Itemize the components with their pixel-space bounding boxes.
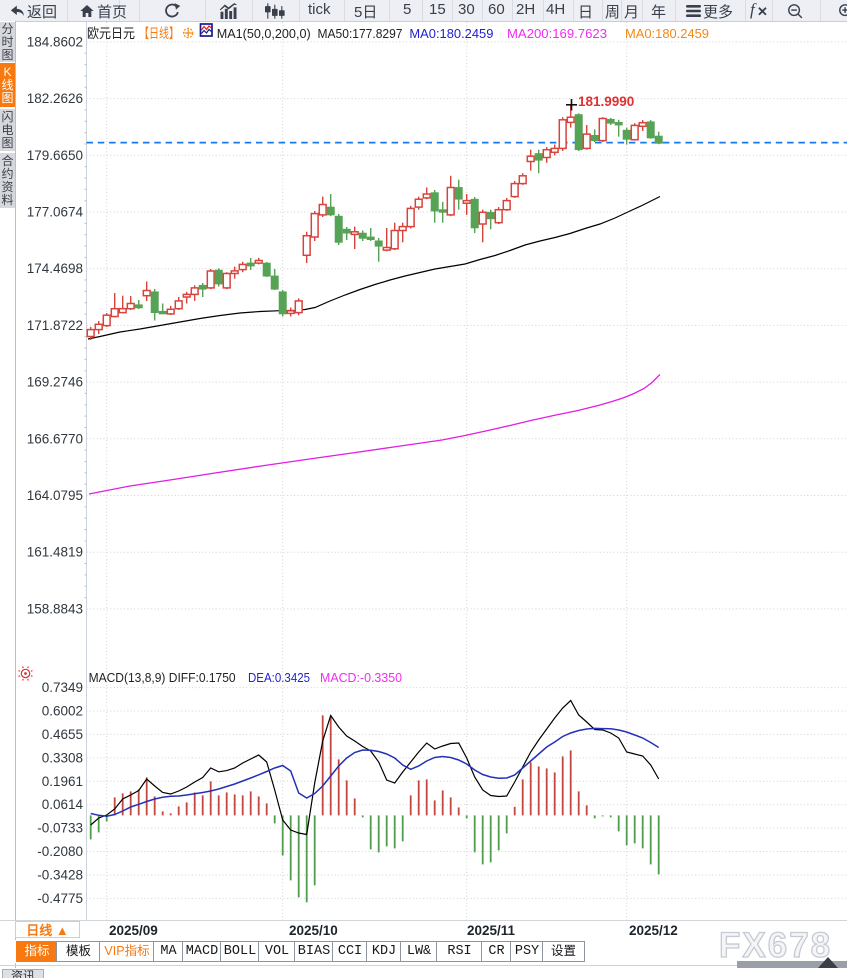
svg-text:【日线】: 【日线】: [139, 26, 179, 41]
svg-text:0.3308: 0.3308: [42, 750, 83, 765]
svg-text:182.2626: 182.2626: [27, 91, 83, 106]
svg-text:158.8843: 158.8843: [27, 601, 83, 616]
svg-text:0.7349: 0.7349: [42, 680, 83, 695]
svg-text:MA0:180.2459: MA0:180.2459: [625, 26, 709, 41]
svg-text:161.4819: 161.4819: [27, 545, 83, 560]
svg-text:166.6770: 166.6770: [27, 431, 83, 446]
svg-text:MA1(50,0,200,0): MA1(50,0,200,0): [217, 26, 311, 41]
svg-text:2025/12: 2025/12: [629, 923, 678, 938]
svg-text:欧元日元: 欧元日元: [87, 26, 135, 41]
svg-text:0.0614: 0.0614: [42, 797, 84, 812]
svg-text:MA200:169.7623: MA200:169.7623: [507, 26, 607, 41]
svg-text:0.1961: 0.1961: [42, 774, 83, 789]
svg-text:0.4655: 0.4655: [42, 727, 83, 742]
svg-text:MACD:-0.3350: MACD:-0.3350: [320, 670, 402, 685]
svg-text:184.8602: 184.8602: [27, 34, 83, 49]
svg-text:181.9990: 181.9990: [578, 94, 634, 109]
svg-text:-0.2080: -0.2080: [37, 844, 83, 859]
svg-text:-0.4775: -0.4775: [37, 891, 83, 906]
svg-text:MA0:180.2459: MA0:180.2459: [409, 26, 493, 41]
svg-text:2025/11: 2025/11: [467, 923, 516, 938]
svg-text:0.6002: 0.6002: [42, 704, 83, 719]
svg-text:MACD(13,8,9) DIFF:0.1750: MACD(13,8,9) DIFF:0.1750: [89, 670, 236, 685]
svg-text:179.6650: 179.6650: [27, 148, 83, 163]
svg-text:174.4698: 174.4698: [27, 261, 83, 276]
svg-text:171.8722: 171.8722: [27, 318, 83, 333]
svg-text:2025/10: 2025/10: [289, 923, 338, 938]
svg-text:164.0795: 164.0795: [27, 488, 83, 503]
svg-text:MA50:177.8297: MA50:177.8297: [318, 26, 403, 41]
svg-text:169.2746: 169.2746: [27, 375, 83, 390]
svg-text:DEA:0.3425: DEA:0.3425: [248, 670, 310, 685]
svg-text:-0.0733: -0.0733: [37, 821, 83, 836]
svg-text:-0.3428: -0.3428: [37, 868, 83, 883]
svg-text:177.0674: 177.0674: [27, 205, 84, 220]
svg-text:2025/09: 2025/09: [109, 923, 158, 938]
